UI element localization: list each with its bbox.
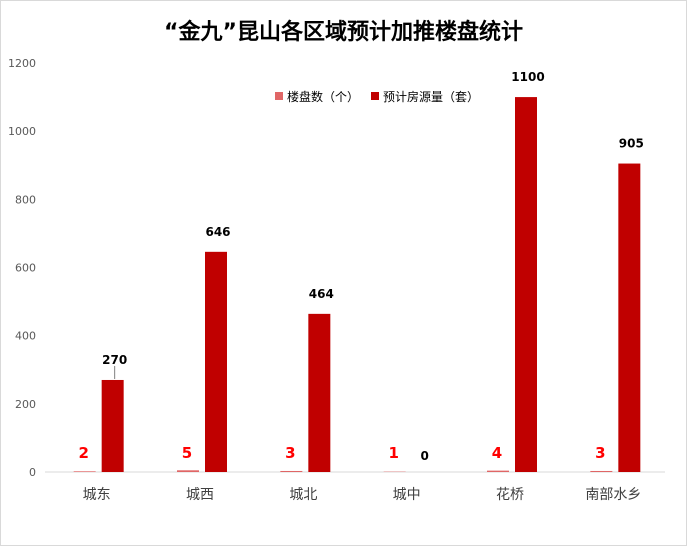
data-label-unit-supply: 905 — [619, 137, 644, 151]
x-tick-label: 花桥 — [496, 487, 524, 503]
legend-swatch — [275, 92, 283, 100]
y-tick-label: 800 — [15, 193, 36, 206]
bar-listing-count — [177, 470, 199, 472]
legend-label: 楼盘数（个） — [287, 89, 360, 104]
x-tick-label: 城中 — [393, 487, 421, 503]
legend: 楼盘数（个） 预计房源量（套） — [275, 88, 491, 104]
y-tick-label: 400 — [15, 330, 36, 343]
y-tick-label: 1200 — [8, 57, 36, 70]
y-tick-label: 600 — [15, 262, 36, 275]
data-label-unit-supply: 464 — [309, 287, 334, 301]
data-label-unit-supply: 646 — [205, 225, 230, 239]
data-label-unit-supply: 1100 — [511, 70, 544, 84]
data-label-listing-count: 3 — [595, 444, 605, 462]
x-tick-label: 城西 — [186, 487, 214, 503]
chart-title: “金九”昆山各区域预计加推楼盘统计 — [164, 20, 523, 45]
y-tick-label: 1000 — [8, 125, 36, 138]
bar-listing-count — [73, 471, 96, 472]
legend-swatch — [371, 92, 380, 100]
legend-label: 预计房源量（套） — [383, 89, 480, 104]
data-label-unit-supply: 270 — [102, 353, 127, 367]
data-label-listing-count: 2 — [78, 444, 88, 462]
x-tick-label: 城北 — [289, 487, 317, 503]
legend-item: 楼盘数（个） — [275, 88, 359, 105]
bar-unit-supply — [515, 97, 537, 472]
bar-listing-count — [590, 470, 613, 472]
bar-listing-count — [280, 470, 303, 472]
bar-unit-supply — [308, 313, 331, 472]
data-label-listing-count: 4 — [492, 444, 502, 462]
data-label-unit-supply: 0 — [420, 449, 428, 463]
bar-unit-supply — [101, 379, 124, 472]
y-tick-label: 0 — [29, 466, 36, 479]
bar-unit-supply — [618, 163, 641, 472]
data-label-listing-count: 5 — [182, 444, 192, 462]
x-tick-label: 南部水乡 — [585, 487, 641, 503]
bar-listing-count — [487, 470, 509, 472]
data-label-listing-count: 1 — [388, 444, 398, 462]
legend-item: 预计房源量（套） — [371, 88, 479, 105]
x-tick-label: 城东 — [83, 487, 111, 503]
y-tick-label: 200 — [15, 398, 36, 411]
data-label-listing-count: 3 — [285, 444, 295, 462]
bar-unit-supply — [205, 251, 227, 472]
